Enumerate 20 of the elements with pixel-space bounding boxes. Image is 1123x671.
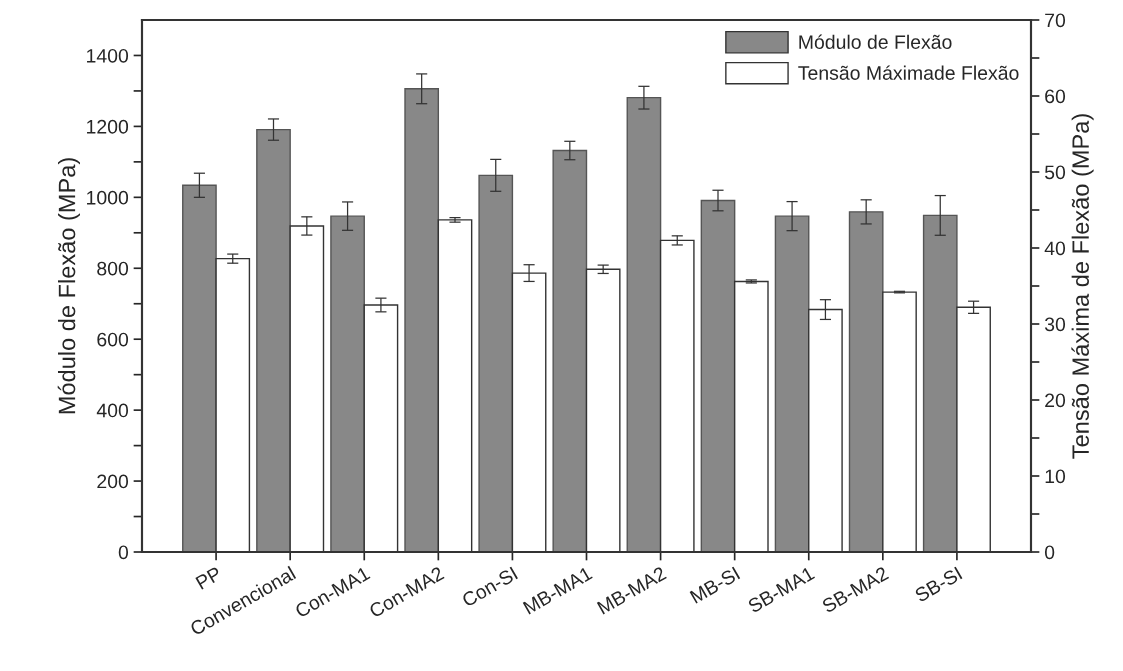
y2-tick-label: 70 bbox=[1045, 13, 1066, 28]
y2-tick-label: 50 bbox=[1044, 165, 1066, 180]
y-tick-label: 1000 bbox=[87, 190, 129, 205]
y-tick-label: 600 bbox=[97, 332, 129, 347]
y-axis-title: Módulo de Flexão (MPa) bbox=[57, 158, 80, 414]
y2-tick-label: 10 bbox=[1045, 469, 1066, 484]
y-tick-label: 1400 bbox=[87, 48, 129, 63]
y2-tick-label: 20 bbox=[1045, 393, 1066, 408]
y-tick-label: 1200 bbox=[87, 119, 129, 134]
y2-tick-label: 30 bbox=[1044, 317, 1066, 332]
y-tick-label: 0 bbox=[118, 545, 129, 560]
legend-label: Módulo de Flexão bbox=[799, 34, 952, 49]
y2-tick-label: 60 bbox=[1045, 89, 1066, 104]
y2-tick-label: 0 bbox=[1044, 545, 1055, 560]
y2-tick-label: 40 bbox=[1044, 241, 1066, 256]
y-tick-label: 400 bbox=[96, 403, 129, 418]
y-tick-label: 800 bbox=[97, 261, 129, 276]
legend-label: Tensão Máximade Flexão bbox=[798, 65, 1019, 80]
y2-axis-title: Tensão Máxima de Flexão (MPa) bbox=[1071, 114, 1094, 459]
y-tick-label: 200 bbox=[97, 474, 129, 489]
